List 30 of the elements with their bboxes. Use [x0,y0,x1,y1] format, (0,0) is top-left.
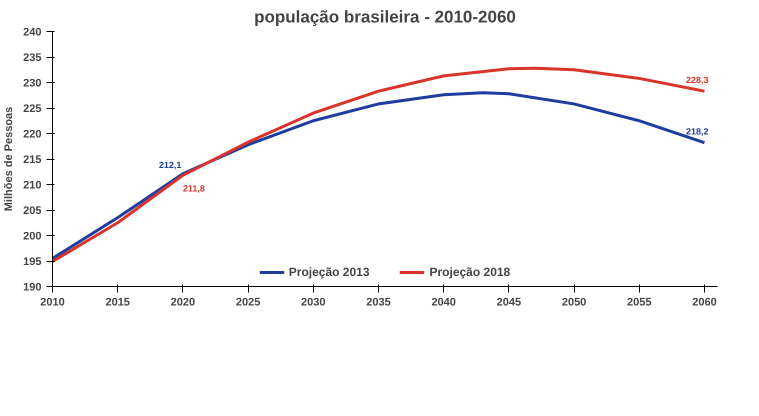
y-tick-label: 240 [23,26,42,38]
y-tick-label: 215 [23,154,42,166]
x-tick-label: 2035 [366,296,391,308]
data-label: 218,2 [686,126,708,137]
chart-title: população brasileira - 2010-2060 [254,8,516,26]
y-tick-label: 200 [23,230,42,242]
x-tick-label: 2040 [431,296,456,308]
y-tick-label: 220 [23,128,42,140]
y-tick-label: 195 [23,256,42,268]
y-tick-label: 225 [23,103,42,115]
data-label: 228,3 [686,75,708,86]
y-axis-title: Milhões de Pessoas [3,106,16,212]
data-label: 211,8 [182,183,205,194]
y-tick-label: 190 [23,282,42,294]
x-tick-label: 2045 [496,296,522,308]
x-tick-label: 2060 [692,296,717,308]
data-label: 212,1 [158,160,182,170]
x-tick-label: 2050 [562,296,586,308]
x-tick-label: 2015 [105,296,130,308]
x-tick-label: 2020 [170,296,196,308]
y-tick-label: 230 [23,78,42,90]
y-tick-label: 210 [23,180,42,192]
legend-label: Projeção 2013 [288,265,370,279]
y-tick-label: 205 [23,205,42,217]
y-tick-label: 235 [23,52,42,64]
x-tick-label: 2055 [627,296,652,308]
x-tick-label: 2030 [301,296,326,308]
x-tick-label: 2010 [40,296,65,308]
x-tick-label: 2025 [236,296,260,308]
legend-label: Projeção 2018 [430,265,510,279]
